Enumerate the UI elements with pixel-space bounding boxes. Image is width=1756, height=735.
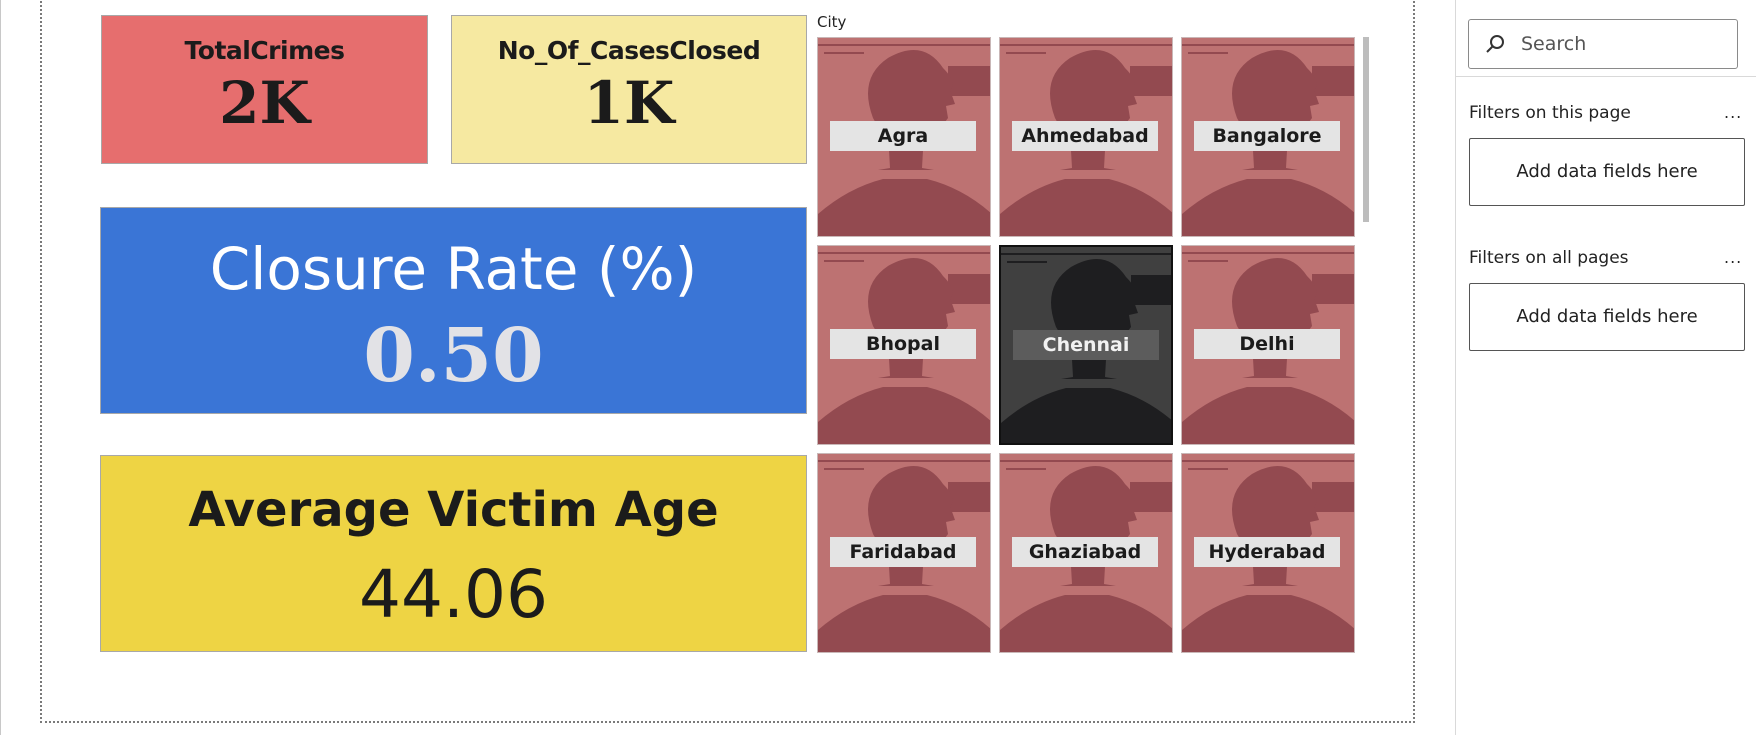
- more-options-icon[interactable]: ...: [1724, 103, 1743, 122]
- filters-pane: Search Filters on this page ... Add data…: [1455, 0, 1756, 735]
- total-crimes-value: 2K: [219, 69, 310, 137]
- tile-label: Hyderabad: [1194, 537, 1340, 567]
- city-tile-faridabad[interactable]: Faridabad: [817, 453, 991, 653]
- search-placeholder: Search: [1521, 33, 1587, 55]
- tile-label: Chennai: [1013, 330, 1159, 360]
- cases-closed-value: 1K: [583, 69, 675, 137]
- tile-label: Agra: [830, 121, 976, 151]
- city-tile-bhopal[interactable]: Bhopal: [817, 245, 991, 445]
- total-crimes-card[interactable]: TotalCrimes 2K: [101, 15, 428, 164]
- search-icon: [1486, 35, 1504, 53]
- silhouette-icon: [1182, 460, 1354, 652]
- filters-on-this-page-label: Filters on this page: [1469, 103, 1631, 123]
- report-canvas: [40, 0, 1415, 723]
- avg-victim-age-card[interactable]: Average Victim Age 44.06: [100, 455, 807, 652]
- left-edge: [0, 0, 1, 735]
- city-tile-delhi[interactable]: Delhi: [1181, 245, 1355, 445]
- city-tile-ahmedabad[interactable]: Ahmedabad: [999, 37, 1173, 237]
- city-tile-hyderabad[interactable]: Hyderabad: [1181, 453, 1355, 653]
- slicer-scrollbar[interactable]: [1363, 37, 1369, 222]
- silhouette-icon: [1000, 44, 1172, 236]
- avg-victim-age-value: 44.06: [359, 556, 548, 633]
- tile-label: Bangalore: [1194, 121, 1340, 151]
- silhouette-icon: [1182, 44, 1354, 236]
- tile-label: Ahmedabad: [1012, 121, 1158, 151]
- city-tile-agra[interactable]: Agra: [817, 37, 991, 237]
- page-filter-drop-zone[interactable]: Add data fields here: [1469, 138, 1745, 206]
- cases-closed-title: No_Of_CasesClosed: [497, 36, 761, 65]
- filters-on-all-pages-label: Filters on all pages: [1469, 248, 1629, 268]
- avg-victim-age-title: Average Victim Age: [188, 482, 719, 538]
- tile-label: Bhopal: [830, 329, 976, 359]
- city-tile-bangalore[interactable]: Bangalore: [1181, 37, 1355, 237]
- closure-rate-value: 0.50: [363, 313, 544, 399]
- all-pages-filter-drop-zone[interactable]: Add data fields here: [1469, 283, 1745, 351]
- filter-search-input[interactable]: Search: [1468, 19, 1738, 69]
- more-options-icon[interactable]: ...: [1724, 248, 1743, 267]
- closure-rate-title: Closure Rate (%): [209, 235, 698, 303]
- closure-rate-card[interactable]: Closure Rate (%) 0.50: [100, 207, 807, 414]
- city-slicer-label: City: [817, 13, 847, 31]
- silhouette-icon: [1182, 252, 1354, 444]
- tile-label: Ghaziabad: [1012, 537, 1158, 567]
- city-tile-chennai[interactable]: Chennai: [999, 245, 1173, 445]
- cases-closed-card[interactable]: No_Of_CasesClosed 1K: [451, 15, 807, 164]
- tile-label: Faridabad: [830, 537, 976, 567]
- total-crimes-title: TotalCrimes: [184, 36, 345, 65]
- city-tile-ghaziabad[interactable]: Ghaziabad: [999, 453, 1173, 653]
- divider: [1456, 76, 1756, 77]
- tile-label: Delhi: [1194, 329, 1340, 359]
